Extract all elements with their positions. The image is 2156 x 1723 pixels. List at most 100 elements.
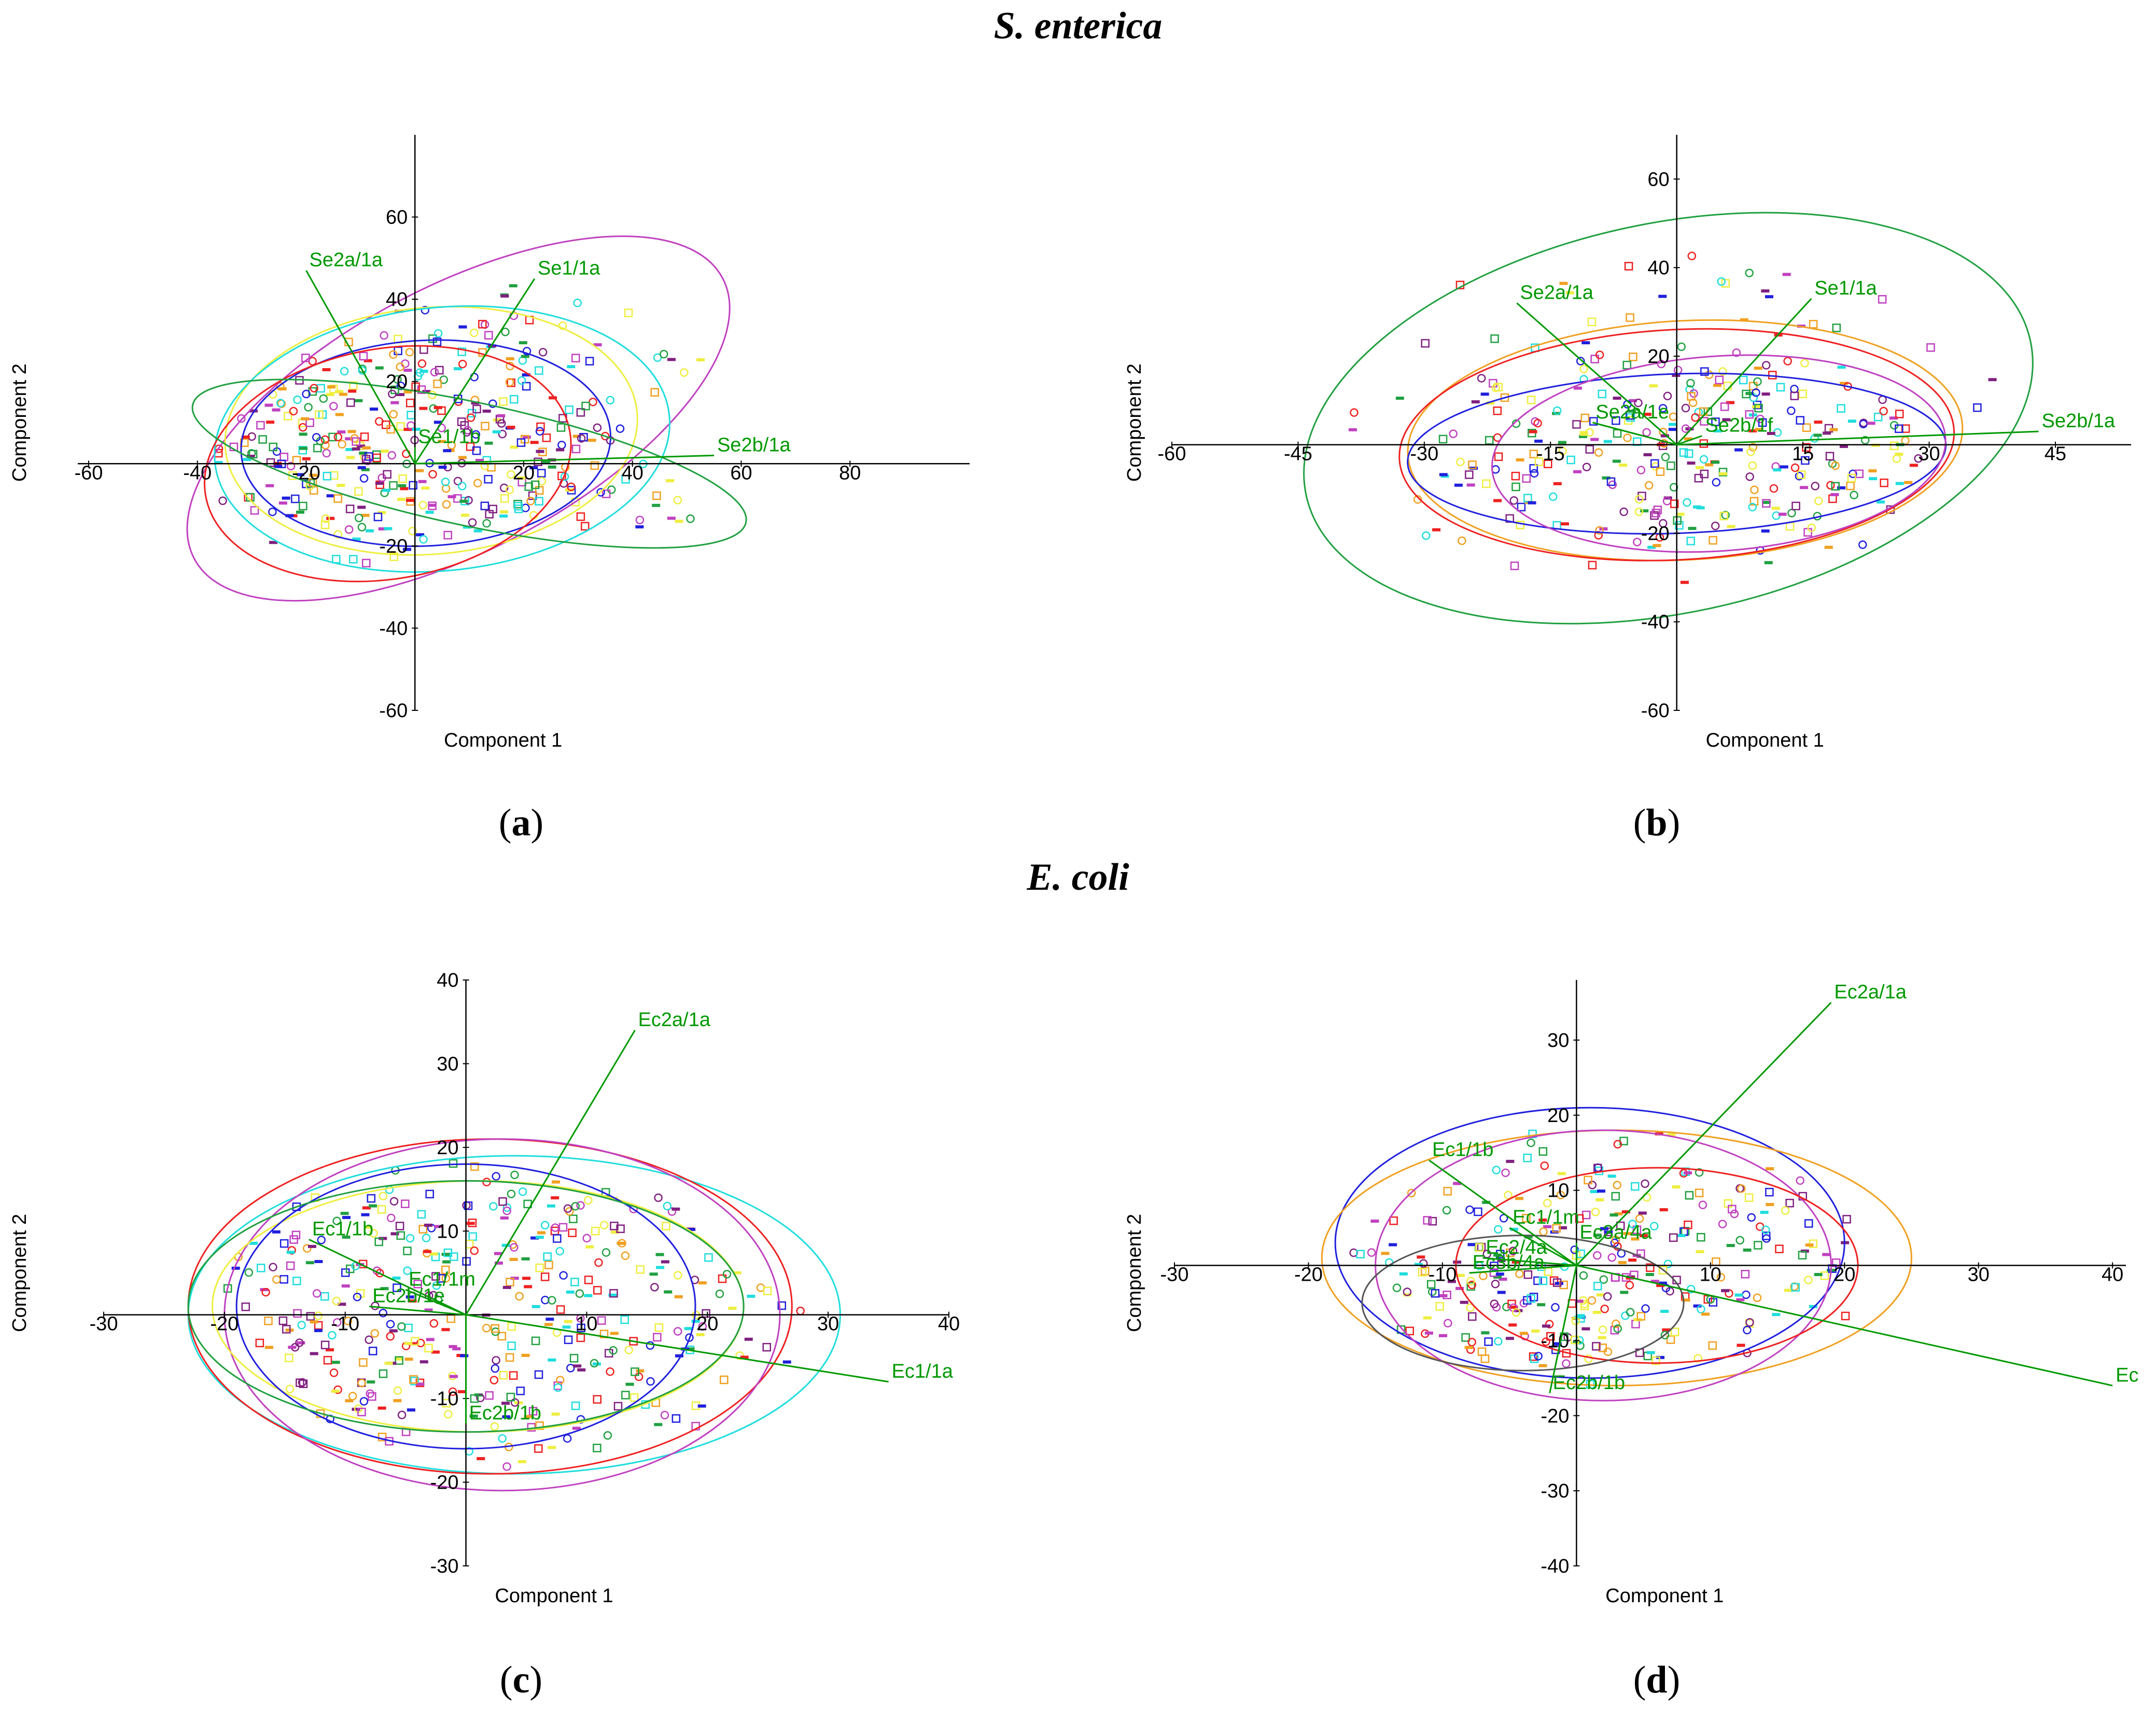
scatter-point [1542, 1337, 1550, 1346]
scatter-point [685, 1333, 694, 1342]
scatter-point [1534, 457, 1544, 466]
loading-vector [1509, 1227, 1577, 1266]
scatter-point [782, 1360, 791, 1364]
scatter-point [1579, 431, 1588, 435]
scatter-point [1695, 1188, 1704, 1197]
scatter-point [1516, 458, 1524, 461]
scatter-point [1672, 373, 1681, 377]
scatter-point [1837, 486, 1846, 489]
scatter-point [353, 1293, 362, 1301]
x-tick-label: -30 [1410, 443, 1438, 465]
scatter-point [1685, 1191, 1694, 1200]
scatter-point [1453, 1182, 1462, 1185]
scatter-point [1895, 482, 1904, 485]
scatter-point [1590, 355, 1599, 363]
scatter-point [686, 1347, 695, 1351]
scatter-point [466, 1222, 475, 1225]
scatter-point [517, 376, 526, 385]
scatter-point [1658, 404, 1668, 413]
scatter-point [1860, 436, 1870, 445]
scatter-point [419, 407, 428, 410]
scatter-point [1745, 1318, 1754, 1327]
scatter-point [660, 1410, 669, 1420]
scatter-point [507, 1341, 516, 1350]
scatter-point [603, 1431, 612, 1440]
scatter-point [403, 428, 412, 431]
scatter-point [416, 533, 425, 537]
scatter-point [1683, 498, 1691, 507]
scatter-point [556, 1305, 565, 1314]
scatter-point [1719, 511, 1728, 521]
scatter-point [1877, 500, 1885, 504]
loading-label: Ec1/1m [409, 1268, 475, 1290]
scatter-point [1805, 1243, 1814, 1247]
scatter-point [390, 1232, 399, 1236]
scatter-point [551, 1180, 560, 1184]
scatter-point [485, 510, 494, 519]
x-tick-label: 40 [622, 462, 643, 484]
scatter-point [407, 1408, 415, 1412]
scatter-point [477, 1457, 485, 1461]
scatter-point [1713, 429, 1722, 433]
loading-vector [414, 278, 536, 465]
scatter-point [582, 1234, 591, 1243]
scatter-point [502, 1203, 512, 1212]
scatter-point [1447, 1280, 1456, 1283]
scatter-point [1581, 341, 1590, 345]
scatter-point [463, 525, 471, 529]
scatter-point [492, 430, 501, 433]
scatter-point [1559, 282, 1568, 285]
scatter-point [375, 1269, 384, 1278]
scatter-point [214, 461, 223, 465]
scatter-point [1629, 353, 1637, 361]
scatter-point [489, 1376, 499, 1384]
scatter-point [691, 1320, 700, 1323]
scatter-point [650, 1283, 659, 1292]
scatter-point [284, 412, 292, 421]
x-tick-label: -10 [331, 1313, 359, 1335]
scatter-point [553, 1234, 562, 1243]
scatter-point [1600, 1227, 1608, 1230]
scatter-point [1573, 470, 1582, 473]
scatter-point [728, 1307, 737, 1310]
scatter-point [398, 484, 407, 487]
scatter-point [1571, 1335, 1579, 1344]
scatter-point [1460, 1300, 1468, 1304]
scatter-point [315, 410, 324, 419]
scatter-point [1691, 413, 1700, 422]
scatter-point [305, 418, 314, 427]
scatter-point [1790, 385, 1799, 394]
scatter-point [1543, 1225, 1552, 1228]
scatter-point [1405, 1326, 1414, 1336]
scatter-point [470, 1394, 479, 1403]
scatter-point [306, 1312, 315, 1321]
scatter-point [576, 512, 585, 521]
loading-vector [405, 1288, 467, 1316]
scatter-point [418, 500, 428, 510]
scatter-point [1649, 384, 1658, 388]
scatter-point [1659, 1208, 1668, 1212]
scatter-point [1597, 1189, 1605, 1193]
scatter-point [673, 1327, 682, 1336]
scatter-point [1533, 1276, 1542, 1285]
scatter-point [364, 1225, 373, 1229]
scatter-point [1599, 527, 1608, 531]
scatter-point [1594, 448, 1603, 457]
scatter-point [446, 1314, 455, 1323]
scatter-point [309, 473, 317, 477]
scatter-point [326, 494, 335, 498]
section-title-e-coli: E. coli [1027, 856, 1129, 899]
scatter-point [1367, 1248, 1376, 1257]
scatter-point [329, 402, 338, 411]
scatter-point [1613, 1324, 1622, 1333]
scatter-point [1584, 1175, 1592, 1185]
scatter-point [1534, 1352, 1543, 1361]
scatter-point [646, 1377, 655, 1386]
scatter-point [661, 1260, 669, 1264]
scatter-point [1465, 470, 1474, 479]
x-tick-label: -60 [1158, 443, 1186, 465]
scatter-point [1511, 419, 1521, 428]
scatter-point [1510, 1227, 1519, 1231]
scatter-point [1748, 502, 1757, 512]
scatter-point [1914, 454, 1923, 463]
